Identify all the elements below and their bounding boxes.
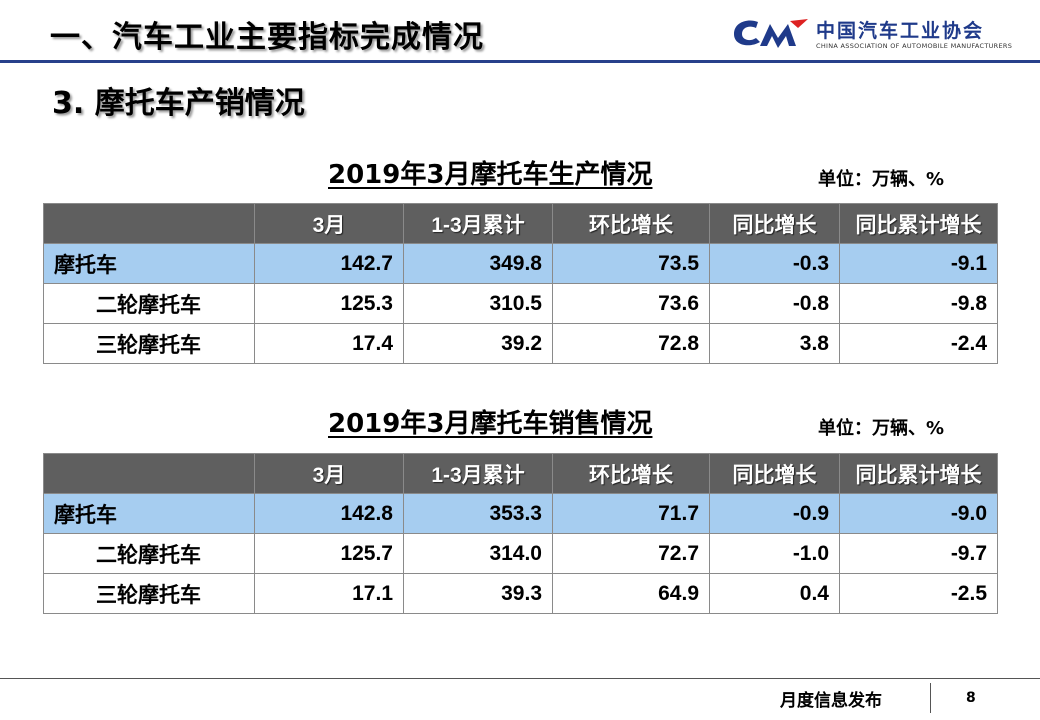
table-cell: 72.7 — [552, 533, 710, 574]
table-header-row: 3月 1-3月累计 环比增长 同比增长 同比累计增长 — [43, 203, 998, 244]
table-cell: 73.6 — [552, 283, 710, 324]
table-cell: 3.8 — [709, 323, 840, 364]
column-header-label — [43, 203, 255, 244]
row-label: 三轮摩托车 — [43, 573, 255, 614]
footer-separator — [930, 683, 931, 713]
table-row: 二轮摩托车 125.3 310.5 73.6 -0.8 -9.8 — [43, 283, 998, 324]
table-cell: 310.5 — [403, 283, 553, 324]
table-cell: 125.7 — [254, 533, 404, 574]
table-cell: -0.3 — [709, 243, 840, 284]
page-number: 8 — [966, 690, 976, 706]
column-header-march: 3月 — [254, 453, 404, 494]
row-label: 二轮摩托车 — [43, 533, 255, 574]
footer-label: 月度信息发布 — [780, 691, 882, 711]
logo-english-name: CHINA ASSOCIATION OF AUTOMOBILE MANUFACT… — [816, 42, 1013, 50]
table-cell: 125.3 — [254, 283, 404, 324]
table-cell: 71.7 — [552, 493, 710, 534]
column-header-mom: 环比增长 — [552, 453, 710, 494]
table-cell: -9.7 — [839, 533, 998, 574]
table-cell: -2.5 — [839, 573, 998, 614]
row-label: 摩托车 — [43, 493, 255, 534]
table-cell: 39.3 — [403, 573, 553, 614]
table-row: 摩托车 142.8 353.3 71.7 -0.9 -9.0 — [43, 493, 998, 534]
column-header-yoy: 同比增长 — [709, 203, 840, 244]
column-header-ytd-yoy: 同比累计增长 — [839, 453, 998, 494]
table-cell: 142.7 — [254, 243, 404, 284]
table-cell: -1.0 — [709, 533, 840, 574]
sales-unit-label: 单位：万辆、% — [818, 418, 945, 439]
table-cell: 72.8 — [552, 323, 710, 364]
table-cell: -0.8 — [709, 283, 840, 324]
column-header-ytd-yoy: 同比累计增长 — [839, 203, 998, 244]
table-cell: 0.4 — [709, 573, 840, 614]
sales-table-title: 2019年3月摩托车销售情况 — [328, 409, 653, 439]
logo-chinese-name: 中国汽车工业协会 — [816, 20, 985, 42]
table-row: 三轮摩托车 17.1 39.3 64.9 0.4 -2.5 — [43, 573, 998, 614]
header-divider — [0, 60, 1040, 63]
sales-table: 3月 1-3月累计 环比增长 同比增长 同比累计增长 摩托车 142.8 353… — [43, 453, 998, 614]
table-row: 摩托车 142.7 349.8 73.5 -0.3 -9.1 — [43, 243, 998, 284]
row-label: 三轮摩托车 — [43, 323, 255, 364]
table-cell: -9.8 — [839, 283, 998, 324]
caam-logo: 中国汽车工业协会 CHINA ASSOCIATION OF AUTOMOBILE… — [730, 14, 1012, 56]
footer-divider — [0, 678, 1040, 679]
table-cell: 73.5 — [552, 243, 710, 284]
column-header-mom: 环比增长 — [552, 203, 710, 244]
table-row: 二轮摩托车 125.7 314.0 72.7 -1.0 -9.7 — [43, 533, 998, 574]
table-cell: 142.8 — [254, 493, 404, 534]
production-table: 3月 1-3月累计 环比增长 同比增长 同比累计增长 摩托车 142.7 349… — [43, 203, 998, 364]
table-cell: -9.1 — [839, 243, 998, 284]
column-header-ytd: 1-3月累计 — [403, 453, 553, 494]
table-cell: -2.4 — [839, 323, 998, 364]
caam-logo-icon — [734, 19, 808, 48]
table-cell: 64.9 — [552, 573, 710, 614]
table-cell: 17.4 — [254, 323, 404, 364]
table-cell: 349.8 — [403, 243, 553, 284]
table-header-row: 3月 1-3月累计 环比增长 同比增长 同比累计增长 — [43, 453, 998, 494]
column-header-label — [43, 453, 255, 494]
table-cell: 39.2 — [403, 323, 553, 364]
table-cell: 314.0 — [403, 533, 553, 574]
table-cell: 17.1 — [254, 573, 404, 614]
column-header-ytd: 1-3月累计 — [403, 203, 553, 244]
slide-section-title: 一、汽车工业主要指标完成情况 — [50, 20, 484, 55]
table-cell: -0.9 — [709, 493, 840, 534]
production-unit-label: 单位：万辆、% — [818, 169, 945, 190]
row-label: 摩托车 — [43, 243, 255, 284]
row-label: 二轮摩托车 — [43, 283, 255, 324]
production-table-title: 2019年3月摩托车生产情况 — [328, 160, 653, 190]
column-header-yoy: 同比增长 — [709, 453, 840, 494]
table-row: 三轮摩托车 17.4 39.2 72.8 3.8 -2.4 — [43, 323, 998, 364]
table-cell: -9.0 — [839, 493, 998, 534]
section-subheading: 3. 摩托车产销情况 — [52, 86, 305, 121]
table-cell: 353.3 — [403, 493, 553, 534]
column-header-march: 3月 — [254, 203, 404, 244]
